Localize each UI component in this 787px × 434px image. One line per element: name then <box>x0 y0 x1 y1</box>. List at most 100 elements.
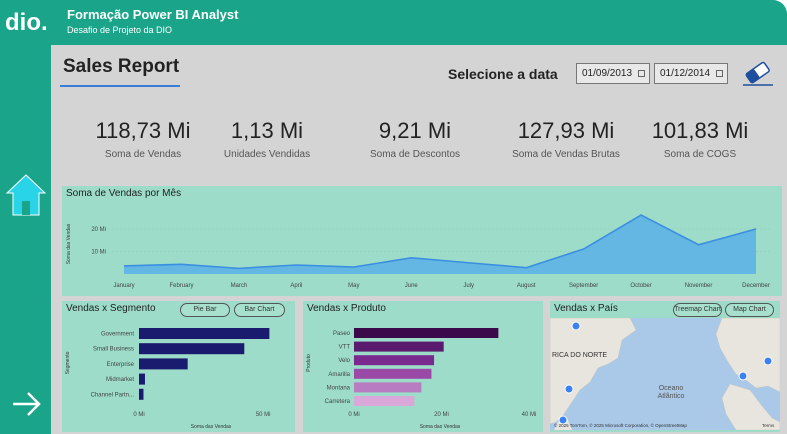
calendar-icon[interactable] <box>638 70 645 77</box>
category-label: Small Business <box>93 347 134 353</box>
title-underline <box>60 85 180 87</box>
kpi-label: Soma de COGS <box>663 149 737 160</box>
map-point-usa[interactable] <box>564 384 574 394</box>
kpi-value: 127,93 Mi <box>517 118 615 143</box>
area-fill <box>124 215 756 274</box>
x-tick-label: 0 Mi <box>348 412 359 418</box>
date-end-input[interactable]: 01/12/2014 <box>654 63 728 84</box>
sidebar <box>0 45 51 434</box>
x-tick-label: October <box>630 283 651 289</box>
bar <box>139 358 188 370</box>
kpi-label: Soma de Vendas <box>104 149 182 160</box>
app-title: Formação Power BI Analyst <box>67 7 239 22</box>
map-terms-link[interactable]: Terms <box>762 423 775 428</box>
x-tick-label: November <box>685 283 713 289</box>
map-chart-button[interactable]: Map Chart <box>725 303 774 317</box>
category-label: Channel Partn... <box>91 392 135 398</box>
kpi-vendas-brutas: 127,93 Mi Soma de Vendas Brutas <box>496 118 636 160</box>
map-point-germany[interactable] <box>763 356 773 366</box>
panel-title: Soma de Vendas por Mês <box>66 188 182 199</box>
x-axis-label: Soma das Vendas <box>420 424 461 430</box>
map-label-ocean: Oceano Atlântico <box>658 385 685 400</box>
arrow-right-icon[interactable] <box>10 388 42 420</box>
dio-logo: dio. <box>5 9 48 36</box>
kpi-soma-descontos: 9,21 Mi Soma de Descontos <box>345 118 485 160</box>
y-tick-label: 10 Mi <box>91 250 106 256</box>
x-tick-label: August <box>517 283 536 289</box>
eraser-icon[interactable] <box>741 59 775 87</box>
x-tick-label: March <box>231 283 248 289</box>
bar <box>139 343 245 355</box>
treemap-chart-button[interactable]: Treemap Chart <box>673 303 722 317</box>
logo-text: dio. <box>5 9 48 36</box>
panel-title: Vendas x País <box>554 303 618 314</box>
report-canvas: Sales Report Selecione a data 01/09/2013… <box>51 45 787 434</box>
date-start-input[interactable]: 01/09/2013 <box>576 63 650 84</box>
bar-chart-button[interactable]: Bar Chart <box>234 303 285 317</box>
bar <box>354 368 432 379</box>
bar <box>139 328 270 339</box>
kpi-label: Soma de Vendas Brutas <box>512 149 620 160</box>
y-axis-label: Produto <box>306 354 312 372</box>
x-tick-label: February <box>169 283 193 289</box>
app-header: dio. Formação Power BI Analyst Desafio d… <box>0 0 787 45</box>
app-subtitle: Desafio de Projeto da DIO <box>67 25 173 35</box>
home-icon[interactable] <box>5 173 47 217</box>
x-tick-label: 20 Mi <box>434 412 449 418</box>
category-label: Midmarket <box>106 377 134 383</box>
x-tick-label: September <box>569 283 598 289</box>
kpi-value: 1,13 Mi <box>230 118 304 143</box>
sales-by-country-panel: Vendas x País Treemap Chart Map Chart RI… <box>550 301 780 432</box>
map-label-north-america: RICA DO NORTE <box>552 352 607 359</box>
date-end-value: 01/12/2014 <box>660 68 711 79</box>
date-filter-label: Selecione a data <box>448 66 558 82</box>
category-label: Paseo <box>333 331 351 337</box>
category-label: Carretera <box>325 399 351 405</box>
panel-title: Vendas x Produto <box>307 303 386 314</box>
map-point-canada[interactable] <box>571 321 581 331</box>
series-line <box>123 214 757 270</box>
sales-by-product-chart: Produto Soma das Vendas Paseo VTT Velo Amar… <box>306 328 537 430</box>
x-tick-label: April <box>290 283 302 289</box>
kpi-label: Soma de Descontos <box>369 149 461 160</box>
bar <box>139 373 145 385</box>
x-tick-label: June <box>405 283 419 289</box>
sales-by-product-panel: Vendas x Produto Produto Soma das Vendas… <box>303 301 543 432</box>
category-label: Amarilla <box>328 372 350 378</box>
x-axis-label: Soma das Vendas <box>191 424 232 430</box>
bar <box>354 341 444 352</box>
x-tick-label: July <box>463 283 474 289</box>
bar <box>354 396 415 406</box>
kpi-unidades-vendidas: 1,13 Mi Unidades Vendidas <box>197 118 337 160</box>
sales-by-month-chart: Soma das Vendas 10 Mi 20 Mi January Februar… <box>66 214 772 289</box>
kpi-label: Unidades Vendidas <box>223 149 311 160</box>
map-point-mexico[interactable] <box>558 415 568 425</box>
kpi-value: 101,83 Mi <box>651 118 749 143</box>
category-label: VTT <box>339 345 351 351</box>
date-start-value: 01/09/2013 <box>582 68 633 79</box>
bar <box>354 382 422 393</box>
calendar-icon[interactable] <box>716 70 723 77</box>
x-tick-label: 0 Mi <box>133 412 144 418</box>
sales-by-month-panel: Soma de Vendas por Mês Soma das Vendas 1… <box>62 186 782 296</box>
category-label: Enterprise <box>107 362 135 368</box>
report-title: Sales Report <box>63 56 180 77</box>
bar <box>354 355 435 366</box>
x-tick-label: January <box>113 283 134 289</box>
panel-title: Vendas x Segmento <box>66 303 156 314</box>
kpi-soma-vendas: 118,73 Mi Soma de Vendas <box>73 118 213 160</box>
category-label: Velo <box>338 358 350 364</box>
x-tick-label: 40 Mi <box>522 412 537 418</box>
y-axis-label: Soma das Vendas <box>66 223 72 264</box>
bar <box>354 328 499 338</box>
x-tick-label: May <box>348 283 359 289</box>
y-axis-label: Segmento <box>65 351 71 374</box>
category-label: Government <box>101 332 134 338</box>
kpi-value: 9,21 Mi <box>378 118 452 143</box>
sales-map[interactable]: RICA DO NORTE Oceano Atlântico © 2025 Tom… <box>550 318 780 430</box>
map-point-france[interactable] <box>738 371 748 381</box>
pie-bar-button[interactable]: Pie Bar <box>180 303 230 317</box>
sales-by-segment-chart: Segmento Soma das Vendas Government Small… <box>65 328 271 430</box>
x-tick-label: December <box>742 283 770 289</box>
